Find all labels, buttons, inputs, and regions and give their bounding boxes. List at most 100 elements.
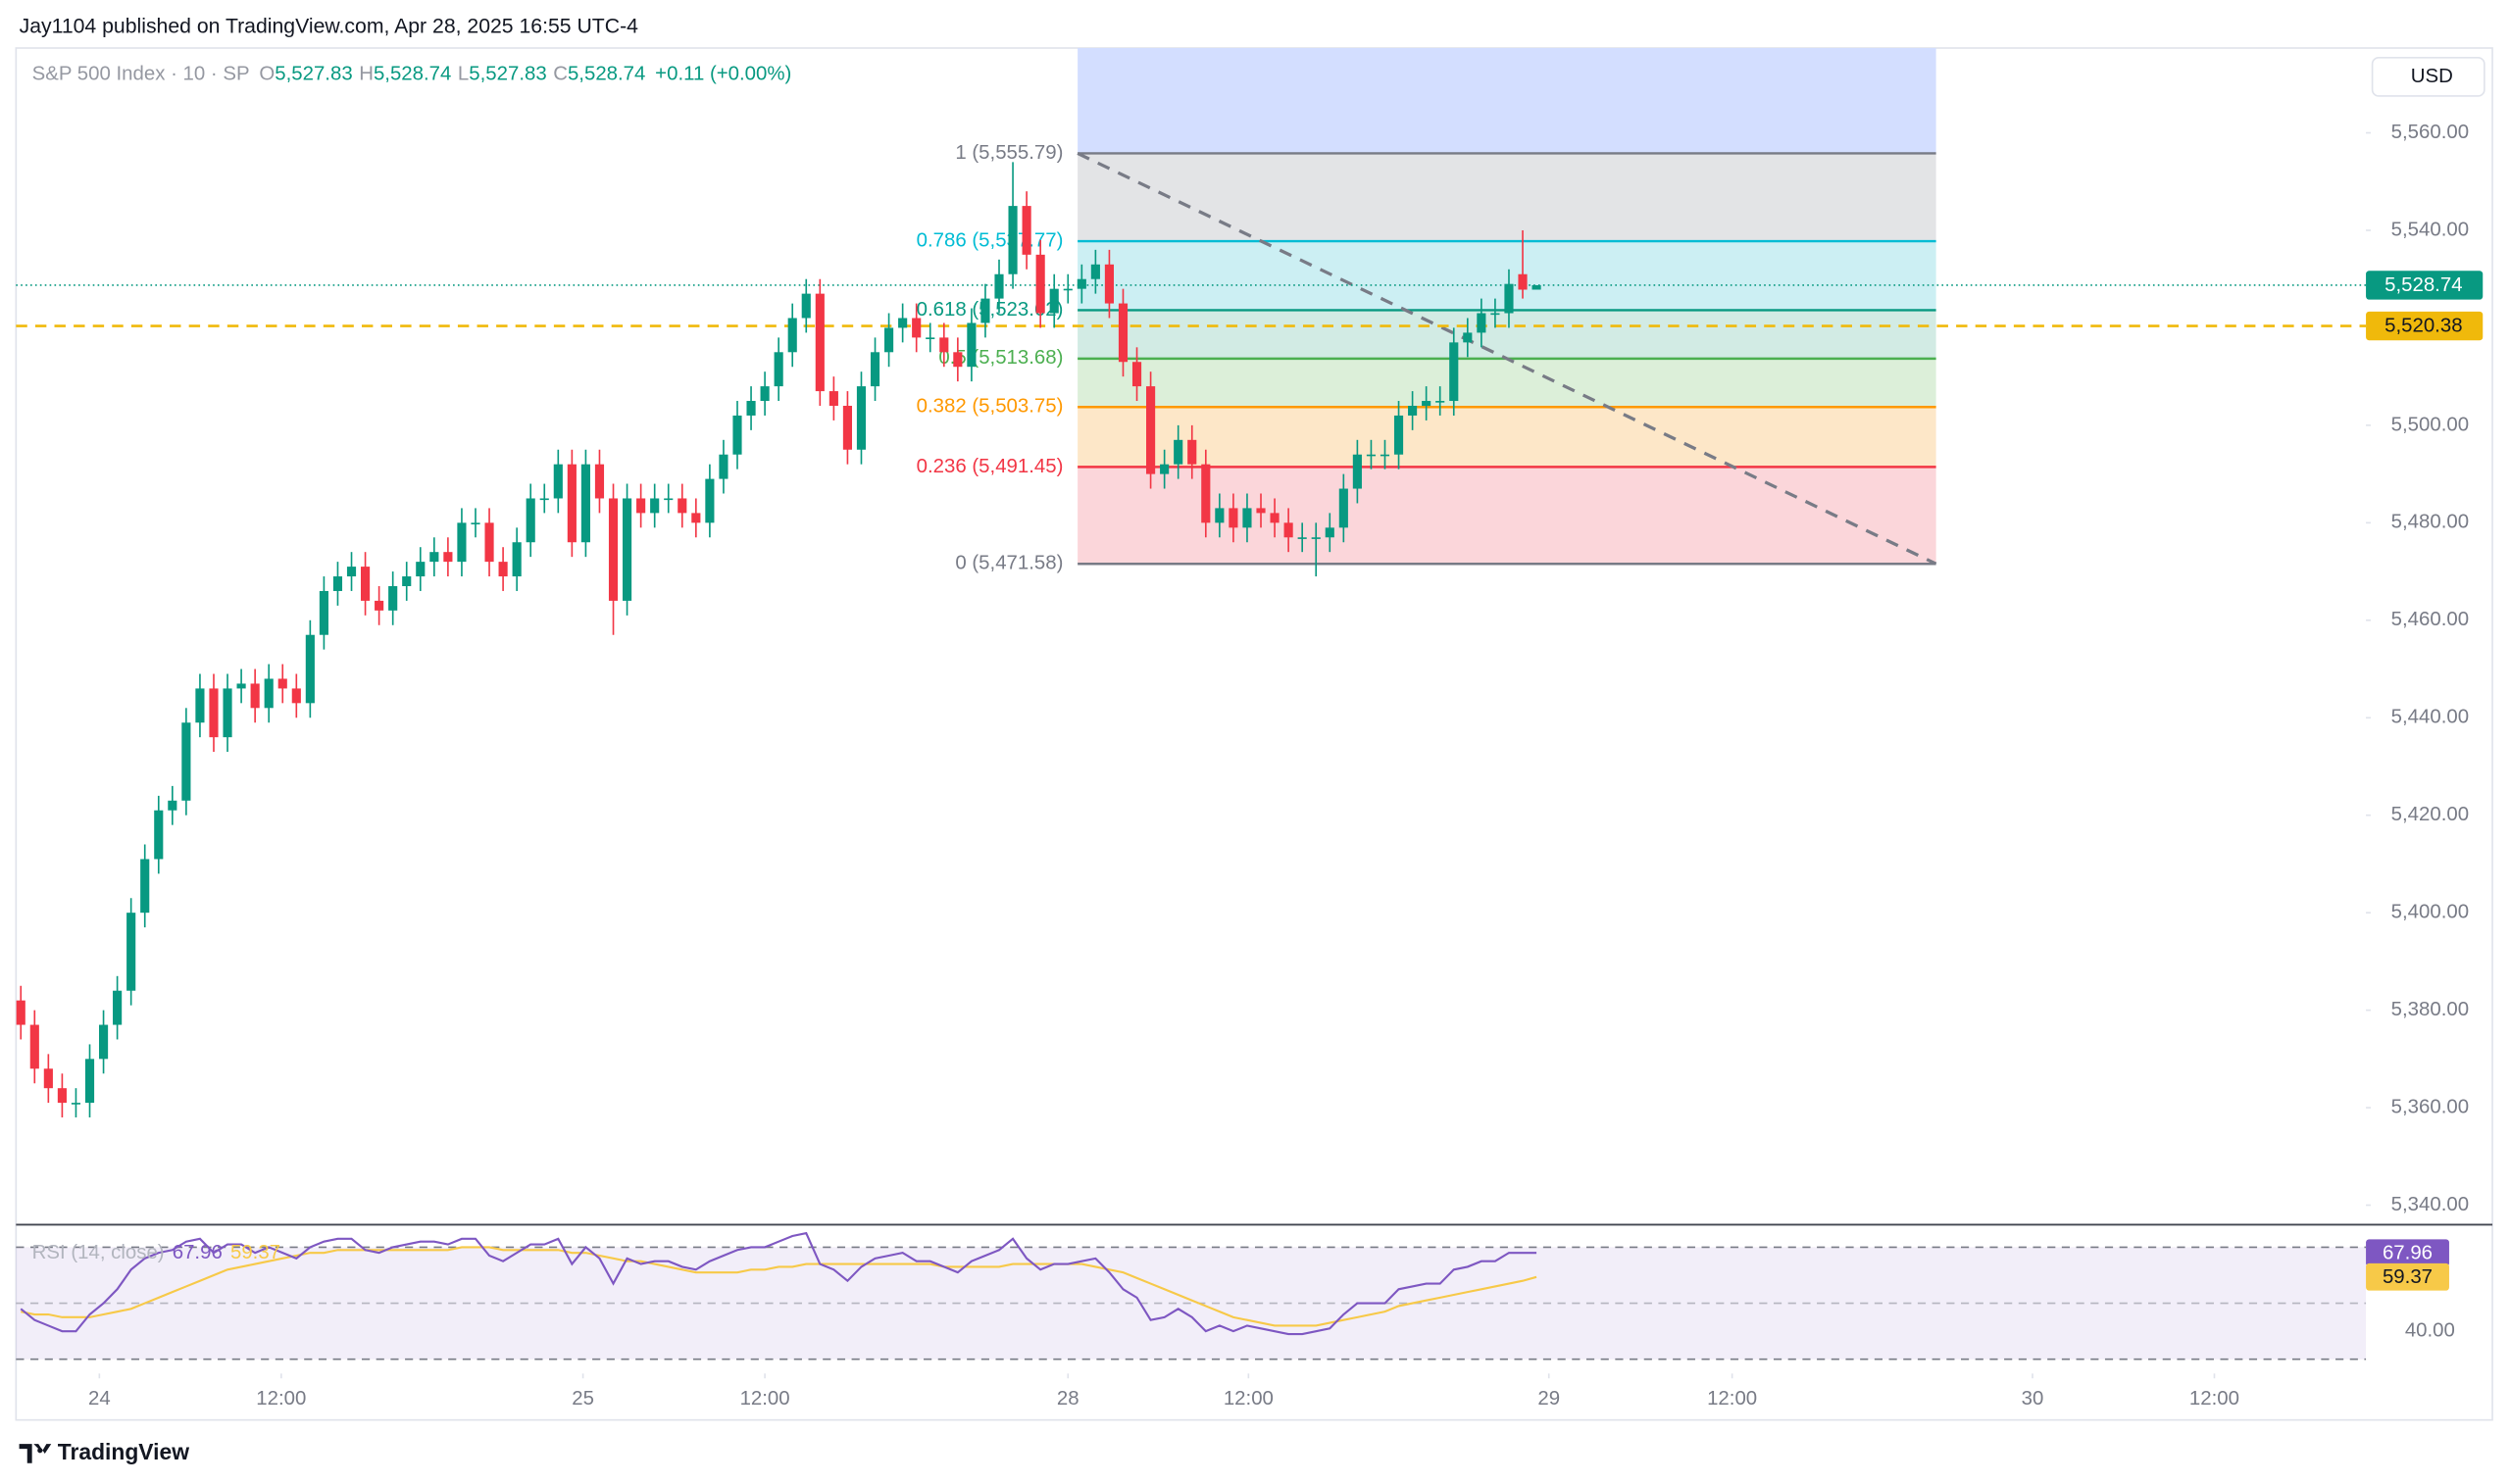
candle-body (567, 464, 577, 543)
y-tick-label: 5,500.00 (2391, 414, 2469, 435)
candle-body (375, 600, 384, 611)
candle-body (305, 634, 315, 704)
ohlc-key: C (553, 64, 568, 85)
candle-body (98, 1024, 109, 1060)
currency-button[interactable] (2371, 56, 2485, 97)
rsi-title: RSI (14, close) (32, 1242, 165, 1263)
candle-body (388, 585, 398, 611)
fib-label: 0.618 (5,523.62) (917, 299, 1064, 321)
ohlc-key: O (259, 64, 275, 85)
candle-body (360, 567, 371, 601)
fib-label: 1 (5,555.79) (955, 142, 1063, 164)
y-tick-label: 5,460.00 (2391, 609, 2469, 630)
candle-body (553, 464, 563, 499)
candle-body (815, 293, 825, 392)
symbol-title: S&P 500 Index · 10 · SP (32, 64, 250, 85)
currency: USD (2411, 66, 2453, 87)
candle-body (1283, 522, 1293, 538)
candle-body (1242, 508, 1252, 528)
candle-body (1229, 508, 1238, 528)
candle-body (471, 522, 480, 524)
fib-label: 0.236 (5,491.45) (917, 456, 1064, 477)
y-tick-label: 5,360.00 (2391, 1096, 2469, 1117)
x-tick-label: 12:00 (1707, 1388, 1757, 1410)
candle-body (580, 464, 590, 543)
candle-body (787, 318, 797, 353)
candle-body (291, 688, 301, 704)
candle-body (1160, 464, 1170, 474)
candle-body (1477, 313, 1486, 333)
price-badge (2366, 271, 2484, 300)
ohlc-key: L (458, 64, 469, 85)
y-tick-label: 5,400.00 (2391, 902, 2469, 923)
candle-body (526, 498, 535, 543)
fib-trend-line (1077, 151, 1937, 566)
rsi-ma-legend-value: 59.37 (230, 1242, 280, 1263)
candle-body (113, 990, 123, 1025)
candle-body (319, 590, 328, 635)
fib-top-band (1078, 47, 1936, 154)
candle-body (774, 352, 783, 387)
y-tick-label: 5,480.00 (2391, 512, 2469, 533)
candle-body (1146, 386, 1156, 474)
ohlc-key: H (359, 64, 374, 85)
candle-body (870, 352, 880, 387)
rsi-line (20, 1231, 1537, 1336)
x-tick-label: 12:00 (740, 1388, 790, 1410)
rsi-legend-value: 67.96 (173, 1242, 223, 1263)
candle-body (1490, 313, 1500, 316)
ohlc-value: 5,527.83 (469, 64, 546, 85)
candle-body (195, 688, 205, 723)
candle-body (691, 513, 701, 523)
candle-body (140, 859, 150, 914)
candle-body (126, 913, 136, 991)
candle-body (498, 562, 508, 577)
candle-body (1325, 527, 1334, 538)
fib-band (1078, 358, 1936, 408)
candle-body (1270, 513, 1280, 523)
candle-body (801, 293, 811, 319)
candle-body (168, 800, 177, 811)
candle-body (636, 498, 646, 514)
candle-body (1435, 401, 1445, 403)
candle-body (1518, 273, 1528, 290)
candle-body (1422, 401, 1431, 406)
candle-body (277, 678, 287, 689)
candle-body (539, 498, 549, 501)
ohlc-legend: S&P 500 Index · 10 · SP O5,527.83 H5,528.7… (32, 64, 792, 85)
candle-body (1022, 206, 1031, 255)
candle-body (429, 552, 439, 563)
brand-logo (19, 1444, 52, 1463)
candle-body (732, 415, 742, 455)
fib-label: 0 (5,471.58) (955, 553, 1063, 574)
candle-body (443, 552, 453, 563)
x-tick-label: 28 (1057, 1388, 1079, 1410)
candle-body (705, 478, 715, 523)
x-tick-label: 24 (88, 1388, 111, 1410)
candle-body (1008, 206, 1018, 274)
rsi-badge (2366, 1262, 2449, 1291)
candle-body (1352, 454, 1362, 489)
x-tick-label: 30 (2022, 1388, 2044, 1410)
candle-body (84, 1059, 95, 1104)
fib-band (1078, 153, 1936, 242)
candle-body (264, 678, 274, 709)
candle-body (223, 688, 232, 738)
x-tick-label: 12:00 (256, 1388, 306, 1410)
x-tick-label: 12:00 (1224, 1388, 1274, 1410)
candle-body (57, 1088, 67, 1104)
candle-body (1174, 439, 1183, 465)
candle-body (71, 1103, 81, 1105)
candle-body (1256, 508, 1266, 514)
price-badge (2366, 311, 2484, 341)
candle-body (402, 576, 412, 586)
candle-body (1215, 508, 1225, 523)
rsi-badge-label: 67.96 (2383, 1242, 2433, 1263)
candle-body (1531, 284, 1541, 290)
candle-body (1063, 288, 1073, 291)
candle-body (1449, 342, 1459, 402)
brand: TradingView (58, 1439, 189, 1464)
rsi-ma-line (21, 1246, 1537, 1327)
y-tick-label: 5,380.00 (2391, 999, 2469, 1020)
